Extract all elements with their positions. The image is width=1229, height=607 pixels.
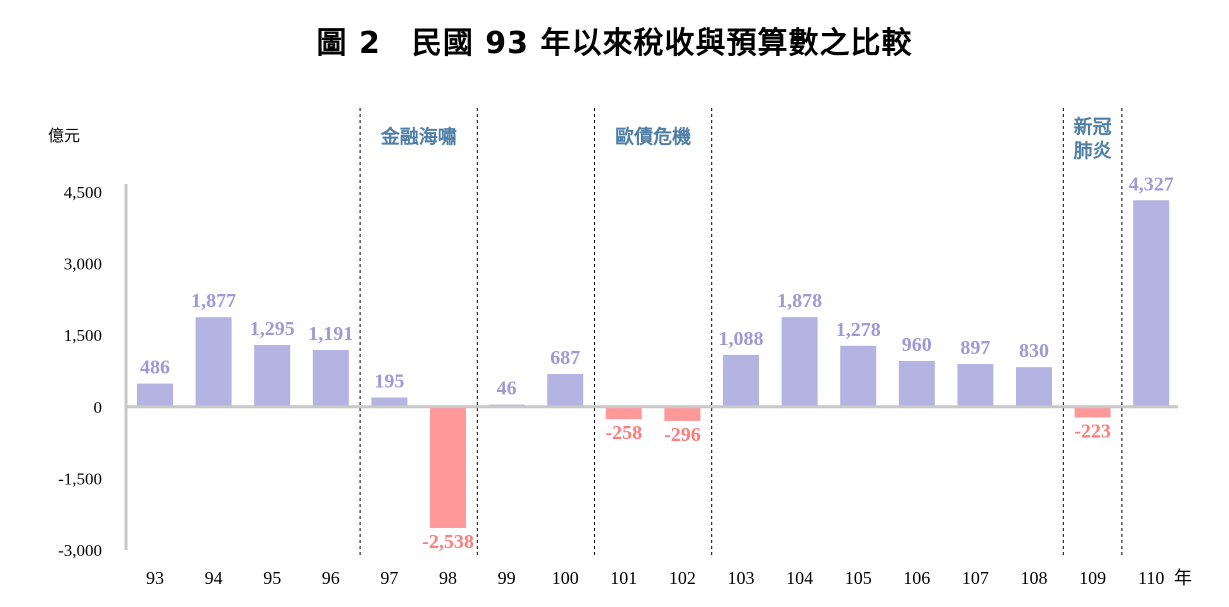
- data-label: -2,538: [422, 531, 474, 553]
- x-tick-label: 110: [1138, 568, 1164, 588]
- bar: [254, 344, 291, 407]
- data-label: 1,278: [836, 319, 881, 341]
- data-label: -296: [664, 424, 701, 446]
- bar: [195, 317, 232, 407]
- bar: [1133, 200, 1170, 407]
- x-tick-label: 100: [552, 568, 579, 588]
- x-tick-label: 105: [845, 568, 872, 588]
- data-label: 687: [550, 347, 580, 369]
- data-label: 1,878: [777, 290, 822, 312]
- x-tick-label: 94: [205, 568, 223, 588]
- data-label: 960: [902, 334, 932, 356]
- x-tick-label: 109: [1079, 568, 1106, 588]
- data-label: 1,295: [250, 318, 295, 340]
- bar: [312, 349, 349, 407]
- x-tick-label: 103: [728, 568, 755, 588]
- x-tick-label: 97: [380, 568, 398, 588]
- x-tick-label: 101: [610, 568, 637, 588]
- data-label: 897: [960, 337, 990, 359]
- x-tick-label: 106: [903, 568, 930, 588]
- x-tick-label: 99: [498, 568, 516, 588]
- bar: [1074, 406, 1111, 418]
- bar: [723, 354, 759, 407]
- data-label: 1,088: [719, 328, 764, 350]
- data-label: 830: [1019, 340, 1049, 362]
- y-tick-label: -1,500: [58, 469, 102, 488]
- bar: [1016, 367, 1052, 407]
- bar: [371, 397, 408, 407]
- y-tick-label: 1,500: [64, 326, 102, 345]
- event-label: 歐債危機: [615, 125, 691, 148]
- data-label: 46: [497, 378, 517, 400]
- x-tick-label: 96: [322, 568, 340, 588]
- event-label: 新冠肺炎: [1074, 115, 1112, 162]
- x-tick-label: 98: [439, 568, 457, 588]
- x-tick-label: 107: [962, 568, 989, 588]
- bar: [430, 406, 466, 528]
- bar: [137, 383, 173, 407]
- x-tick-label: 95: [263, 568, 281, 588]
- y-tick-label: 4,500: [64, 183, 102, 202]
- x-tick-label: 102: [669, 568, 696, 588]
- bar: [840, 345, 877, 407]
- bar: [547, 374, 584, 407]
- chart-title: 圖 2 民國 93 年以來稅收與預算數之比較: [316, 26, 913, 61]
- bar: [781, 317, 818, 407]
- bar: [664, 406, 701, 421]
- data-label: 486: [140, 357, 170, 379]
- data-label: 4,327: [1129, 173, 1174, 195]
- y-tick-label: 0: [94, 398, 103, 417]
- x-tick-label: 93: [146, 568, 164, 588]
- y-tick-label: -3,000: [58, 541, 102, 560]
- data-label: 195: [374, 370, 404, 392]
- event-label: 金融海嘯: [380, 125, 457, 148]
- bar: [605, 406, 642, 420]
- data-label: -258: [605, 422, 642, 444]
- bar: [898, 360, 935, 407]
- y-tick-label: 3,000: [64, 255, 102, 274]
- y-axis-label: 億元: [48, 126, 80, 145]
- bar: [957, 363, 994, 407]
- data-label: 1,191: [308, 323, 353, 345]
- x-tick-label: 104: [786, 568, 813, 588]
- data-label: -223: [1074, 420, 1111, 442]
- x-tick-label: 108: [1021, 568, 1048, 588]
- x-axis-unit: 年: [1174, 568, 1192, 588]
- data-label: 1,877: [191, 290, 236, 312]
